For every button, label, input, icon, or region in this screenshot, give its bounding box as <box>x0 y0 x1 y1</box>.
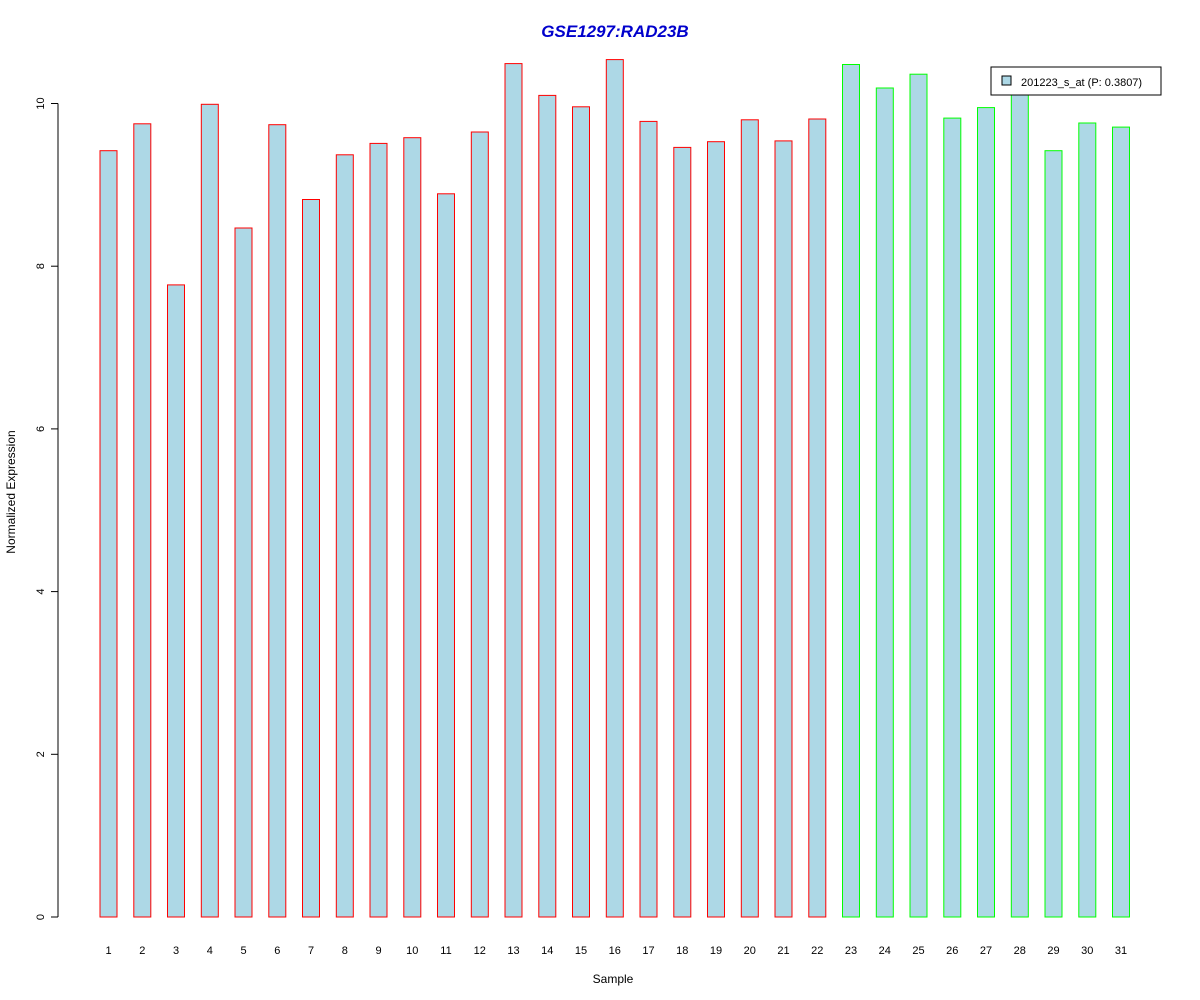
x-axis-tick-label: 11 <box>440 945 451 957</box>
bar-sample-25 <box>909 73 928 918</box>
x-axis-tick-label: 20 <box>744 945 756 957</box>
bar-sample-14 <box>538 94 557 918</box>
legend-swatch <box>1001 75 1012 86</box>
y-axis-label: Normalized Expression <box>4 430 18 553</box>
x-axis-tick-label: 13 <box>507 945 519 957</box>
x-axis-tick-label: 25 <box>912 945 924 957</box>
x-axis-tick-label: 1 <box>105 945 111 957</box>
bar-sample-24 <box>875 87 894 918</box>
bar-sample-13 <box>504 63 523 918</box>
x-axis-tick-label: 19 <box>710 945 722 957</box>
bar-sample-16 <box>605 59 624 918</box>
y-axis-tick-label: 0 <box>35 914 47 920</box>
x-axis-tick-label: 10 <box>406 945 418 957</box>
x-axis-tick-label: 30 <box>1081 945 1093 957</box>
y-axis-tick-label: 4 <box>35 589 47 595</box>
x-axis-tick-label: 29 <box>1047 945 1059 957</box>
x-axis-tick-label: 9 <box>375 945 381 957</box>
legend-entry: 201223_s_at (P: 0.3807) <box>1021 77 1142 89</box>
bar-sample-9 <box>369 142 388 918</box>
bar-sample-18 <box>673 146 692 918</box>
bar-sample-28 <box>1010 92 1029 918</box>
x-axis-tick-label: 31 <box>1115 945 1127 957</box>
bar-sample-31 <box>1112 126 1130 918</box>
bar-sample-2 <box>133 123 152 918</box>
x-axis-tick-label: 7 <box>308 945 314 957</box>
bar-sample-1 <box>99 150 118 918</box>
bar-sample-3 <box>167 284 185 918</box>
x-axis-tick-label: 8 <box>342 945 348 957</box>
legend: 201223_s_at (P: 0.3807) <box>990 66 1162 96</box>
x-axis-tick-label: 15 <box>575 945 587 957</box>
bar-sample-20 <box>740 119 759 918</box>
x-axis-tick-label: 12 <box>474 945 486 957</box>
x-axis-tick-label: 16 <box>609 945 621 957</box>
bar-sample-17 <box>639 120 658 918</box>
bar-sample-26 <box>943 117 962 918</box>
x-axis-tick-label: 5 <box>240 945 246 957</box>
bar-sample-27 <box>977 107 995 918</box>
x-axis-tick-label: 17 <box>642 945 654 957</box>
x-axis-tick-label: 27 <box>980 945 992 957</box>
x-axis-tick-label: 28 <box>1014 945 1026 957</box>
bar-sample-19 <box>707 141 725 918</box>
bars <box>99 59 1130 918</box>
x-axis-tick-label: 26 <box>946 945 958 957</box>
bar-sample-22 <box>808 118 827 918</box>
bar-sample-21 <box>774 140 793 918</box>
x-axis-tick-label: 18 <box>676 945 688 957</box>
x-axis-tick-label: 6 <box>274 945 280 957</box>
y-axis-tick-label: 8 <box>35 263 47 269</box>
bar-sample-12 <box>470 131 489 918</box>
bar-sample-15 <box>572 106 590 918</box>
y-axis-tick-label: 2 <box>35 751 47 757</box>
x-axis-tick-label: 14 <box>541 945 553 957</box>
y-axis-tick-label: 10 <box>35 97 47 109</box>
x-axis-tick-label: 23 <box>845 945 857 957</box>
bar-sample-30 <box>1078 122 1097 918</box>
x-axis-tick-label: 22 <box>811 945 823 957</box>
x-axis-tick-label: 21 <box>777 945 789 957</box>
bar-sample-7 <box>302 199 320 918</box>
bar-sample-23 <box>842 64 860 918</box>
x-axis-tick-labels: 1 2 3 4 5 6 7 8 9 10 11 12 13 14 15 16 17 18 19 20 21 22 23 24 2… <box>105 945 1127 957</box>
bar-sample-11 <box>437 193 455 918</box>
bar-sample-29 <box>1044 150 1063 918</box>
bar-sample-4 <box>200 103 219 918</box>
x-axis-label: Sample <box>593 972 634 986</box>
bar-sample-8 <box>335 154 354 918</box>
chart-title: GSE1297:RAD23B <box>541 22 688 41</box>
bar-sample-5 <box>234 227 253 918</box>
bar-sample-6 <box>268 124 287 918</box>
x-axis-tick-label: 3 <box>173 945 179 957</box>
y-axis: 0 2 4 6 8 10 <box>35 97 59 920</box>
x-axis-tick-label: 4 <box>207 945 213 957</box>
x-axis-tick-label: 24 <box>879 945 891 957</box>
y-axis-tick-label: 6 <box>35 426 47 432</box>
bar-sample-10 <box>403 137 422 918</box>
legend-box <box>990 66 1162 96</box>
x-axis-tick-label: 2 <box>139 945 145 957</box>
